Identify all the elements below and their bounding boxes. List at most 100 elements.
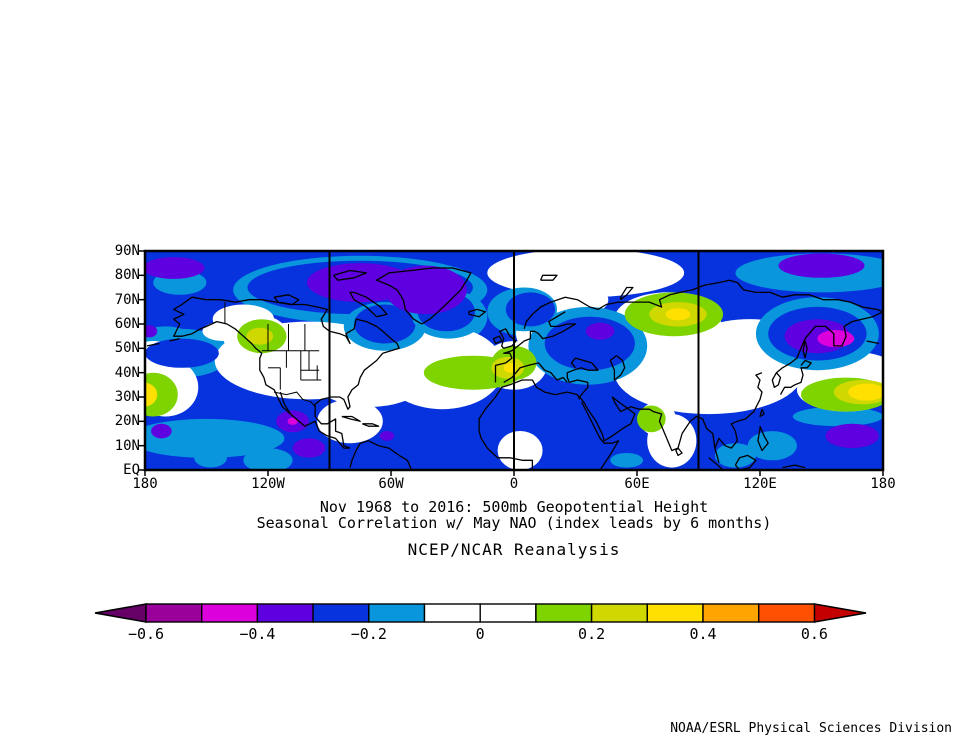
correlation-region-purple xyxy=(145,325,158,338)
coastline xyxy=(759,408,765,418)
y-axis-label: 40N xyxy=(114,364,140,381)
correlation-region-purple xyxy=(145,257,205,279)
colorbar xyxy=(90,601,880,625)
colorbar-segment xyxy=(479,603,537,623)
coastline xyxy=(734,454,757,470)
colorbar-segment xyxy=(590,603,649,623)
coastline xyxy=(609,355,626,381)
coastline xyxy=(146,342,160,347)
correlation-region-yellow xyxy=(145,382,158,407)
correlation-region-green xyxy=(637,405,666,433)
coastline xyxy=(375,267,472,325)
title-line-3: NCEP/NCAR Reanalysis xyxy=(407,540,621,559)
coastline xyxy=(173,296,400,449)
title-line-2: Seasonal Correlation w/ May NAO (index l… xyxy=(256,514,772,532)
x-axis-label: 60E xyxy=(624,476,650,492)
y-axis-label: 90N xyxy=(114,243,140,259)
correlation-region-purple xyxy=(825,423,879,449)
coastline xyxy=(468,308,486,318)
y-axis-label: 10N xyxy=(114,437,140,454)
coastline xyxy=(566,357,716,452)
coastline xyxy=(843,311,883,327)
x-axis-label: 60W xyxy=(378,476,404,492)
coastline xyxy=(494,311,577,383)
colorbar-segment xyxy=(535,603,593,623)
coastline xyxy=(581,401,620,470)
colorbar-label: −0.4 xyxy=(239,625,276,643)
y-axis-label: EQ xyxy=(123,462,140,478)
coastline xyxy=(714,372,763,463)
colorbar-segment xyxy=(646,603,704,623)
coastline xyxy=(349,440,413,470)
x-axis-label: 180 xyxy=(870,476,896,492)
colorbar-segment xyxy=(312,603,370,623)
colorbar-segment xyxy=(702,603,760,623)
map-svg xyxy=(139,249,885,476)
correlation-region-lightblue xyxy=(243,448,293,470)
correlation-region-lightblue xyxy=(194,448,227,468)
correlation-region-blue xyxy=(505,292,555,327)
y-axis-label: 60N xyxy=(114,316,140,332)
colorbar-label: −0.6 xyxy=(127,625,165,643)
correlation-region-purple xyxy=(585,322,615,340)
correlation-region-yellow xyxy=(503,362,516,373)
x-axis-label: 180 xyxy=(132,476,158,492)
correlation-region-lightblue xyxy=(792,406,883,427)
colorbar-segment xyxy=(368,603,426,623)
colorbar-segment xyxy=(758,603,816,623)
colorbar-label: 0.2 xyxy=(578,625,606,643)
coastline xyxy=(757,425,769,452)
correlation-region-lightblue xyxy=(145,418,285,458)
coastline xyxy=(333,269,368,281)
y-axis-label: 30N xyxy=(114,389,140,405)
correlation-map xyxy=(138,244,890,478)
coastline xyxy=(771,325,847,388)
correlation-region-purple xyxy=(379,431,395,441)
coastline xyxy=(492,335,503,345)
correlation-region-white xyxy=(487,251,685,298)
correlation-region-blue xyxy=(145,338,219,368)
correlation-region-blue xyxy=(354,304,416,344)
coastline xyxy=(273,294,300,306)
colorbar-right-arrow xyxy=(813,603,867,623)
colorbar-label: 0.4 xyxy=(689,625,717,643)
map-frame xyxy=(143,249,885,472)
colorbar-svg xyxy=(94,603,867,623)
correlation-region-white xyxy=(317,399,383,444)
correlation-region-lightblue xyxy=(714,443,756,468)
y-axis-label: 70N xyxy=(114,291,140,308)
political-border xyxy=(274,391,316,408)
correlation-region-magenta xyxy=(817,330,855,348)
x-axis-label: 120W xyxy=(251,476,285,492)
correlation-region-white xyxy=(497,431,543,470)
coastline xyxy=(478,379,581,470)
colorbar-left-arrow xyxy=(94,603,147,623)
coastline xyxy=(866,340,880,345)
coastline xyxy=(802,340,808,359)
correlation-region-green xyxy=(145,372,178,417)
correlation-region-lightblue xyxy=(610,453,644,468)
correlation-region-yellowgreen xyxy=(246,327,274,345)
colorbar-segment xyxy=(423,603,481,623)
x-axis-label: 0 xyxy=(509,476,519,492)
title-line-1: Nov 1968 to 2016: 500mb Geopotential Hei… xyxy=(319,498,709,516)
correlation-region-yellow xyxy=(848,383,883,401)
correlation-region-purple xyxy=(778,253,865,278)
coastline xyxy=(503,362,568,383)
colorbar-segment xyxy=(145,603,203,623)
coastline xyxy=(708,457,724,470)
coastline xyxy=(540,274,558,281)
correlation-region-purple xyxy=(151,423,172,439)
correlation-region-purple xyxy=(292,438,326,458)
coastline xyxy=(279,391,292,415)
correlation-region-magenta xyxy=(287,417,298,425)
map-plot-area xyxy=(145,251,883,470)
correlation-region-purple xyxy=(384,265,467,315)
coastline xyxy=(341,415,361,422)
y-axis-label: 50N xyxy=(114,340,140,357)
coastline xyxy=(523,279,883,330)
coastline xyxy=(349,291,388,318)
coastline xyxy=(362,423,380,427)
coastline xyxy=(779,359,812,395)
